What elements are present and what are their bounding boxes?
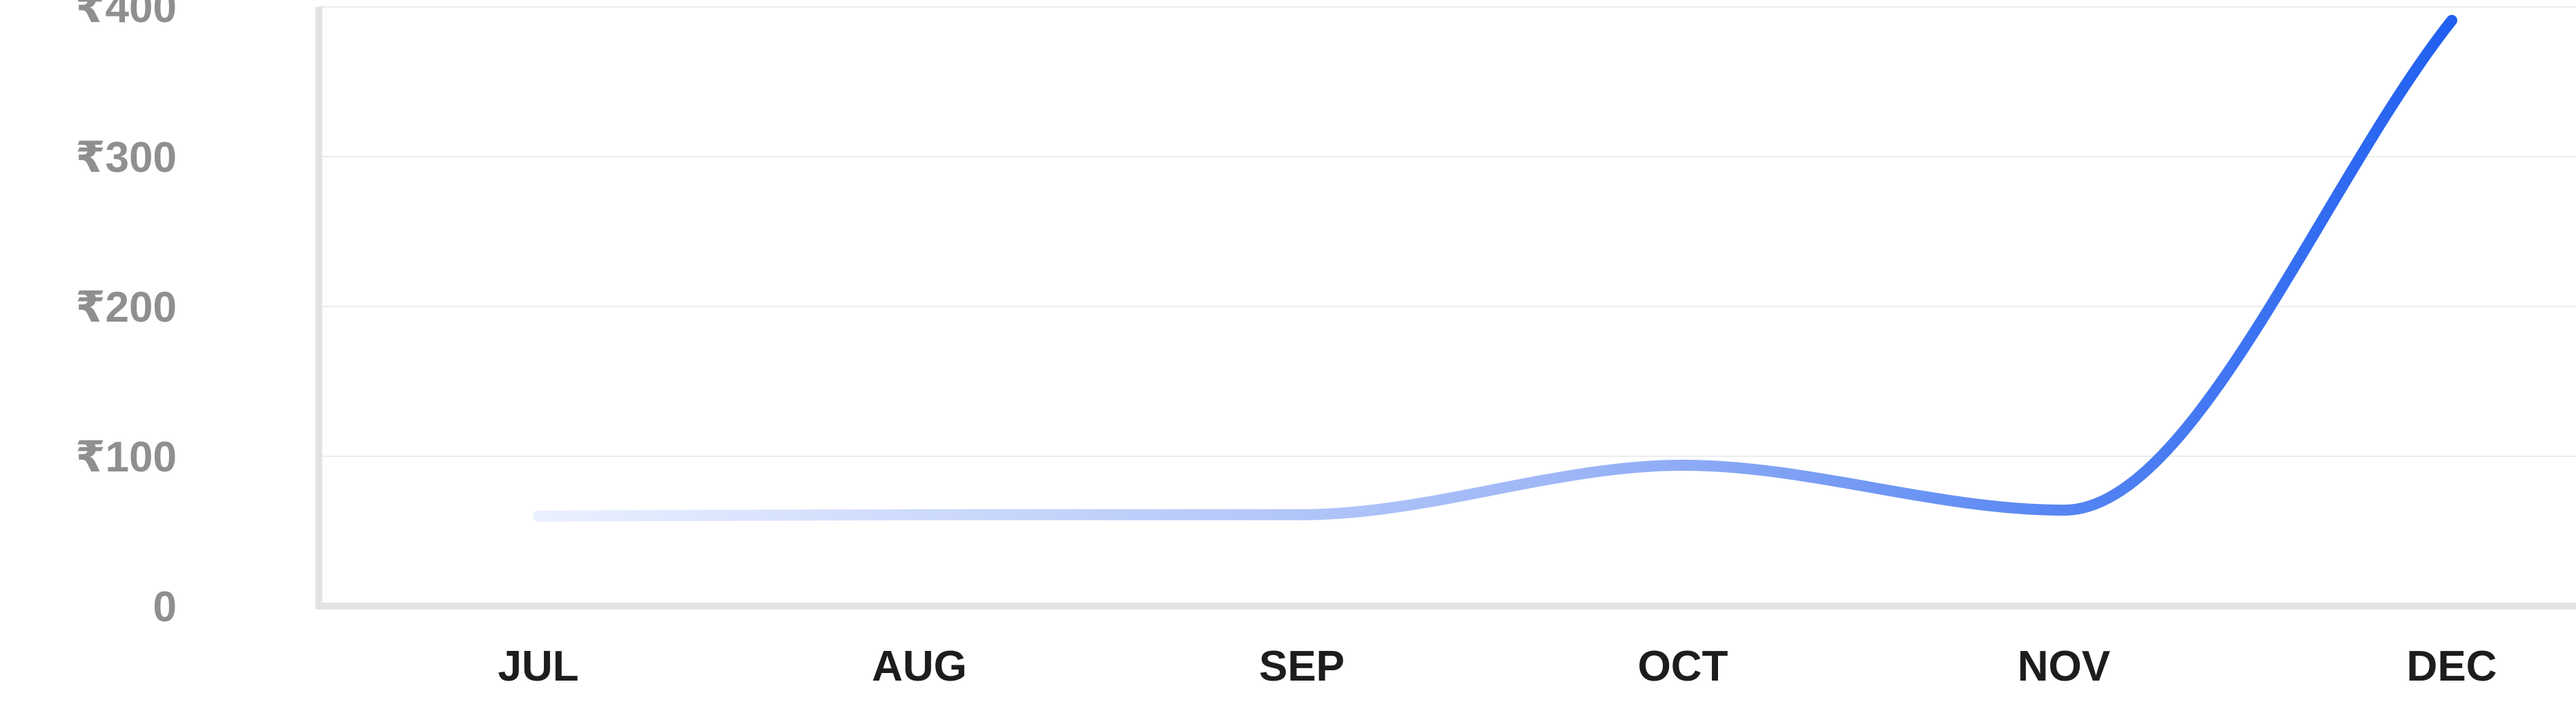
data-point-oct [1677, 460, 1688, 471]
y-tick-label: ₹100 [75, 433, 177, 481]
y-tick-label: ₹400 [75, 0, 177, 32]
x-tick-label-aug: AUG [872, 643, 967, 690]
axes [315, 7, 2576, 610]
y-tick-label: ₹200 [75, 284, 177, 331]
data-point-aug [914, 509, 925, 520]
x-tick-label-nov: NOV [2018, 643, 2110, 690]
x-axis-tick-labels: JUL AUG SEP OCT NOV DEC [498, 643, 2497, 690]
y-tick-label: 0 [153, 583, 177, 631]
x-tick-label-oct: OCT [1638, 643, 1728, 690]
x-tick-label-dec: DEC [2407, 643, 2497, 690]
data-point-nov [2058, 505, 2069, 516]
series-line [533, 14, 2457, 522]
y-axis-tick-labels: 0 ₹100 ₹200 ₹300 ₹400 [75, 0, 177, 631]
grid-lines [319, 6, 2576, 457]
data-point-dec [2446, 15, 2457, 26]
series-layer [533, 14, 2457, 522]
y-tick-label: ₹300 [75, 134, 177, 182]
x-tick-label-sep: SEP [1259, 643, 1345, 690]
data-point-jul [533, 511, 544, 522]
x-tick-label-jul: JUL [498, 643, 578, 690]
data-point-sep [1296, 509, 1307, 520]
